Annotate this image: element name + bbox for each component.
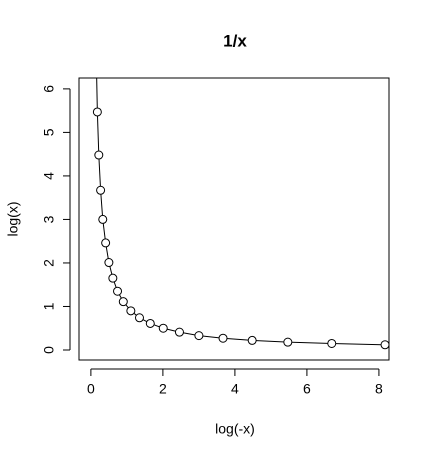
y-tick-label: 2 — [41, 259, 57, 267]
data-point — [96, 185, 106, 195]
data-point — [218, 333, 228, 343]
y-tick-label: 1 — [41, 302, 57, 310]
data-point — [194, 331, 204, 341]
data-point — [126, 306, 136, 316]
plot-box — [78, 77, 390, 361]
y-tick-label: 6 — [41, 85, 57, 93]
y-axis-label: log(x) — [5, 201, 21, 236]
data-line — [96, 78, 386, 346]
data-point — [113, 286, 123, 296]
data-point — [134, 313, 144, 323]
x-tick-label: 2 — [159, 381, 167, 397]
y-tick-label: 5 — [41, 128, 57, 136]
chart-title: 1/x — [223, 31, 247, 50]
data-point — [98, 214, 108, 224]
x-tick-label: 6 — [303, 381, 311, 397]
y-tick-label: 3 — [41, 215, 57, 223]
x-axis-label: log(-x) — [215, 421, 255, 437]
data-point — [118, 297, 128, 307]
data-point — [174, 327, 184, 337]
x-tick-label: 0 — [87, 381, 95, 397]
data-point — [158, 323, 168, 333]
y-tick-label: 0 — [41, 346, 57, 354]
plot-area — [92, 55, 389, 350]
data-point — [92, 55, 100, 63]
data-point — [145, 318, 155, 328]
x-tick-label: 4 — [231, 381, 239, 397]
data-point — [104, 258, 114, 268]
data-point — [283, 337, 293, 347]
data-point — [380, 340, 389, 350]
data-point — [94, 150, 104, 160]
data-point — [327, 338, 337, 348]
data-point — [247, 335, 257, 345]
data-point — [92, 107, 102, 117]
data-point — [108, 273, 118, 283]
y-tick-label: 4 — [41, 172, 57, 180]
x-tick-label: 8 — [375, 381, 383, 397]
data-point — [101, 238, 111, 248]
